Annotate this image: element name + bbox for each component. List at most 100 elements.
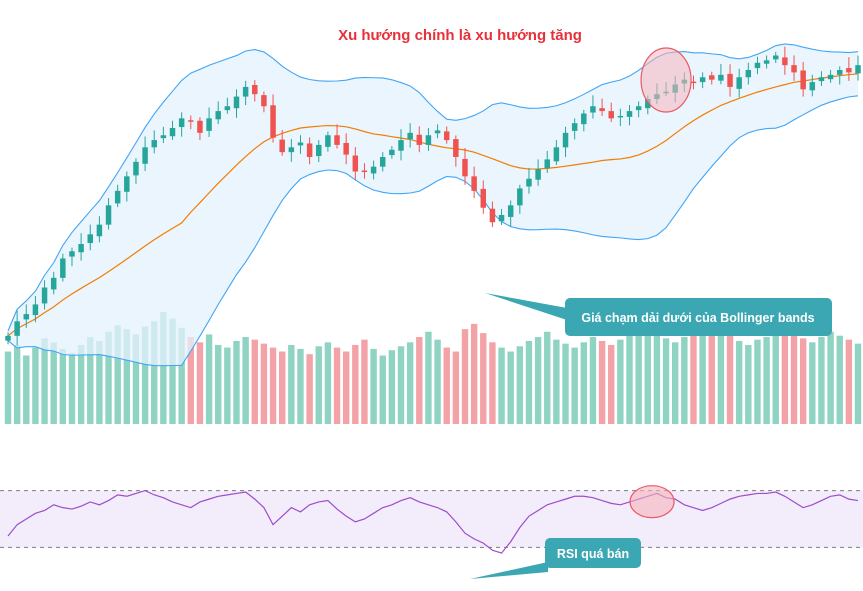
volume-bar [169,318,176,424]
candle-body [809,82,816,91]
candle-body [261,95,267,107]
volume-bar [123,329,131,424]
rsi-line [7,489,859,554]
volume-bar [178,327,185,424]
candle-body [398,140,404,151]
rsi-callout-label: RSI quá bán [557,547,629,561]
candle-body [645,99,651,109]
volume-bar [141,326,149,424]
candle-body [498,215,505,222]
bollinger-callout: Giá chạm dải dưới của Bollinger bands [485,47,832,336]
volume-bar [818,337,825,424]
volume-bar [836,335,843,424]
candle-body [169,128,176,137]
candle-body [224,106,231,111]
candle-body [23,314,30,320]
volume-bar [498,347,505,424]
candle-body [14,321,20,336]
volume-bar [480,333,487,424]
volume-bar [827,331,834,424]
volume-bar [306,354,313,424]
candle-body [763,60,770,64]
candle-body [526,178,532,187]
candle-body [389,149,395,156]
volume-bar [461,329,469,424]
volume-bar [416,337,423,424]
volume-bar [470,323,478,424]
volume-bar [151,321,158,424]
volume-bar [726,334,734,424]
candle-body [288,147,295,153]
candle-body [617,115,624,118]
volume-bar [224,347,231,424]
rsi-callout: RSI quá bán [470,485,675,579]
volume-bar [598,340,606,424]
volume-bar [59,348,67,424]
candle-body [836,70,843,75]
bollinger-callout-tail [485,293,567,320]
candle-body [800,70,806,90]
volume-bar [708,322,715,424]
candle-body [60,258,66,278]
volume-bar [717,329,725,424]
candle-body [434,130,441,134]
volume-bar [662,338,670,424]
candle-body [297,142,304,146]
candle-body [517,188,523,206]
volume-bar [516,346,524,424]
bollinger-callout-box [565,298,832,336]
volume-bar [388,350,396,424]
candle-body [32,304,39,316]
candle-body [352,155,359,172]
volume-bar [672,342,679,424]
volume-bar [544,331,551,424]
bollinger-upper-band [7,43,859,332]
volume-bar [13,344,21,424]
volume-bar [580,342,588,424]
volume-bar [489,342,496,424]
candle-body [727,73,733,87]
candle-body [599,108,605,112]
candle-body [325,135,331,147]
candle-body [544,159,550,169]
candle-body [535,169,541,180]
volume-bar [370,348,377,424]
candle-body [407,132,413,140]
volume-bar [160,312,167,424]
volume-bar [315,346,322,424]
volume-bar [379,355,386,424]
volume-bar [507,351,514,424]
candle-body [343,142,349,155]
volume-bar [845,339,853,424]
candle-body [114,190,121,204]
candle-body [78,244,84,253]
candle-body [370,166,377,174]
rsi-panel [0,489,863,554]
candle-body [242,86,249,97]
volume-bar [781,327,789,424]
volume-bar [87,337,94,424]
candle-body [96,224,103,237]
candle-body [316,144,322,157]
candle-body [124,176,130,192]
volume-bar [260,343,268,424]
volume-bar [297,348,304,424]
candle-body [553,147,560,162]
volume-bar [187,337,194,424]
candle-body [745,70,752,78]
volume-bar [681,337,688,424]
candle-body [709,75,715,80]
volume-bar [333,347,341,424]
bollinger-callout-label: Giá chạm dải dưới của Bollinger bands [581,311,814,325]
volume-bar [534,337,542,424]
candle-body [105,205,112,225]
rsi-band-fill [0,490,863,548]
candle-body [160,135,167,139]
candle-body [489,208,496,223]
candle-body [178,118,185,128]
candle-body [690,81,697,84]
volume-bar [324,342,332,424]
volume-bar [589,337,597,424]
